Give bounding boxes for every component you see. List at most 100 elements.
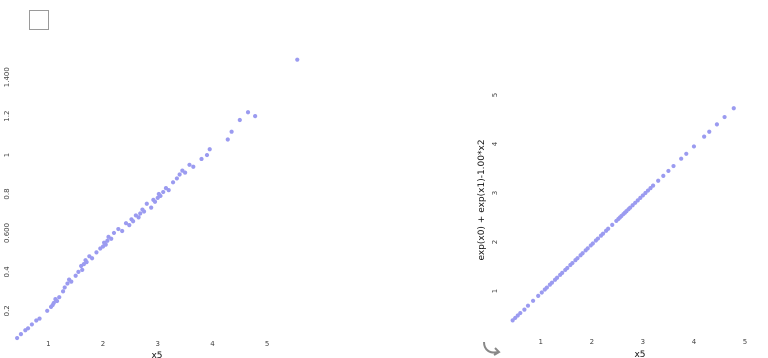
data-point (158, 193, 163, 199)
data-point (650, 183, 656, 188)
data-point (575, 256, 580, 261)
data-point (80, 267, 85, 273)
data-point (123, 221, 129, 226)
y-tick-label: 1 (3, 153, 11, 157)
data-point (207, 147, 212, 152)
data-point (131, 219, 136, 224)
checkbox[interactable] (29, 10, 49, 30)
data-point (530, 298, 536, 303)
data-point (34, 318, 39, 323)
data-point (549, 280, 555, 285)
data-point (174, 176, 179, 181)
y-tick-label: 4 (491, 141, 499, 146)
data-point (103, 242, 108, 247)
data-point (204, 152, 210, 158)
data-point (187, 162, 192, 167)
data-point (177, 172, 182, 177)
data-point (136, 215, 141, 220)
data-point (610, 222, 615, 227)
data-point (29, 322, 34, 327)
data-point (127, 223, 132, 228)
data-point (109, 236, 114, 241)
data-point (76, 269, 81, 274)
x-tick-label: 3 (156, 340, 160, 348)
data-point (84, 260, 89, 265)
data-point (152, 199, 158, 204)
data-point (714, 122, 720, 127)
x-tick-label: 2 (590, 338, 594, 346)
y-axis-label: exp(x0) + exp(x1)-1.00*x2 (477, 139, 487, 260)
curved-arrow-icon[interactable] (480, 338, 502, 358)
data-point (54, 298, 60, 304)
data-point (120, 228, 125, 234)
y-tick-label: 3 (491, 191, 499, 195)
x-tick-label: 5 (743, 338, 747, 346)
data-point (570, 260, 575, 266)
data-point (554, 275, 560, 280)
data-point (580, 251, 585, 256)
data-point (518, 310, 523, 316)
x-tick-label: 3 (641, 338, 645, 346)
data-point (707, 129, 712, 134)
data-point (671, 163, 676, 169)
data-point (525, 303, 531, 308)
data-point (199, 156, 204, 162)
data-point (666, 168, 671, 174)
data-point (37, 316, 42, 321)
data-point (144, 201, 149, 206)
x-tick-label: 2 (101, 340, 105, 348)
x-tick-label: 1 (539, 338, 543, 346)
data-point (51, 300, 56, 306)
x-tick-label: 4 (692, 338, 697, 346)
data-point (89, 256, 95, 261)
data-point (245, 110, 251, 115)
data-point (585, 246, 590, 251)
y-tick-label: 5 (491, 93, 499, 97)
data-point (60, 289, 66, 294)
data-point (15, 335, 20, 341)
x-axis-label: x5 (634, 350, 645, 358)
y-tick-label: 0.4 (3, 266, 11, 278)
data-point (141, 209, 147, 214)
data-point (182, 170, 188, 175)
data-point (522, 307, 527, 312)
data-point (595, 236, 601, 241)
y-tick-label: 0.2 (3, 305, 11, 316)
data-point (590, 241, 595, 246)
x-tick-label: 4 (210, 340, 215, 348)
data-point (679, 156, 684, 161)
data-point (57, 295, 62, 300)
data-point (684, 151, 689, 156)
data-point (149, 205, 154, 210)
data-point (691, 144, 697, 149)
data-point (191, 164, 196, 169)
data-point (73, 273, 78, 278)
y-tick-label: 2 (491, 240, 499, 244)
data-point (661, 173, 666, 178)
data-point (65, 281, 70, 286)
data-point (105, 238, 110, 243)
data-point (166, 188, 171, 193)
data-point (161, 189, 166, 195)
y-tick-label: 1.400 (3, 67, 11, 87)
data-point (731, 106, 736, 111)
x-axis-label: x5 (151, 351, 162, 358)
data-point (116, 226, 121, 232)
data-point (69, 279, 74, 284)
data-point (606, 226, 611, 231)
y-tick-label: 1 (491, 289, 499, 293)
data-point (702, 134, 707, 139)
data-point (539, 290, 544, 295)
data-point (18, 332, 24, 337)
data-point (111, 230, 117, 236)
data-point (295, 57, 300, 62)
data-point (544, 285, 549, 290)
data-point (45, 308, 50, 313)
data-point (170, 180, 176, 185)
x-tick-label: 1 (46, 340, 50, 348)
y-tick-label: 0.600 (3, 223, 11, 243)
data-point (225, 137, 230, 142)
data-point (536, 293, 541, 298)
data-point (722, 114, 727, 120)
